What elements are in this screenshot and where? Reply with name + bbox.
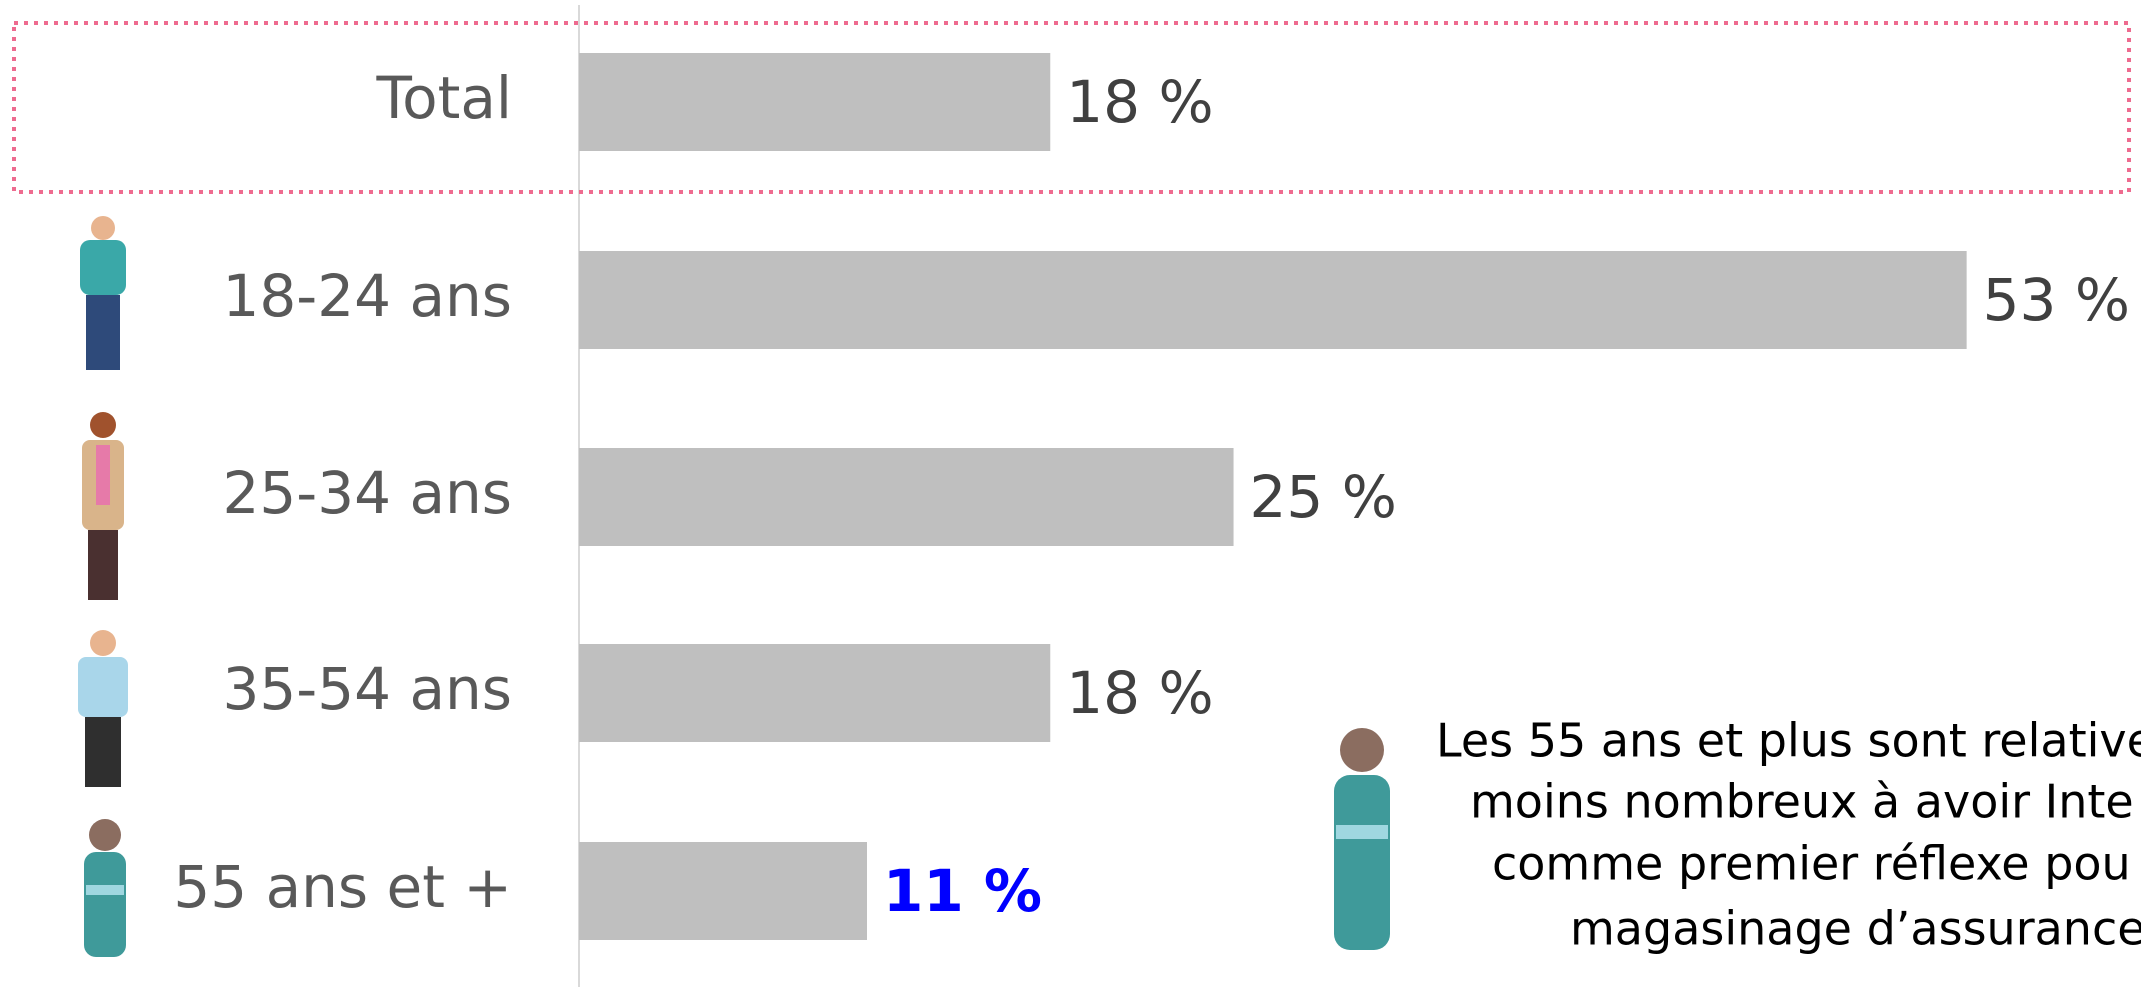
bar [579, 448, 1234, 546]
annotation: moins nombreux à avoir Inte [1470, 775, 2134, 829]
person-icon [80, 216, 126, 370]
category-label: 25-34 ans [223, 459, 513, 527]
bar [579, 251, 1967, 349]
page: {"chart_data": {"type": "bar", "orientat… [0, 0, 2141, 987]
bar [579, 644, 1050, 742]
category-label: Total [376, 64, 512, 132]
person-icon [1334, 728, 1390, 950]
bar [579, 842, 867, 940]
bar [579, 53, 1050, 151]
person-icon [84, 819, 126, 957]
chart: Total 18 % 18-24 ans 53 % 25-34 ans 25 % 35-54… [0, 0, 2141, 987]
category-label: 55 ans et + [173, 853, 512, 921]
annotation: magasinage d’assurance [1570, 902, 2141, 956]
value-label: 18 % [1066, 659, 1213, 727]
person-icon [78, 630, 128, 787]
category-label: 35-54 ans [223, 655, 513, 723]
annotation: Les 55 ans et plus sont relative [1436, 714, 2141, 768]
value-label: 53 % [1983, 266, 2130, 334]
value-label: 18 % [1066, 68, 1213, 136]
category-label: 18-24 ans [223, 262, 513, 330]
value-label: 11 % [883, 857, 1042, 925]
annotation: comme premier réflexe pou [1492, 837, 2131, 891]
person-icon [82, 412, 124, 600]
value-label: 25 % [1250, 463, 1397, 531]
